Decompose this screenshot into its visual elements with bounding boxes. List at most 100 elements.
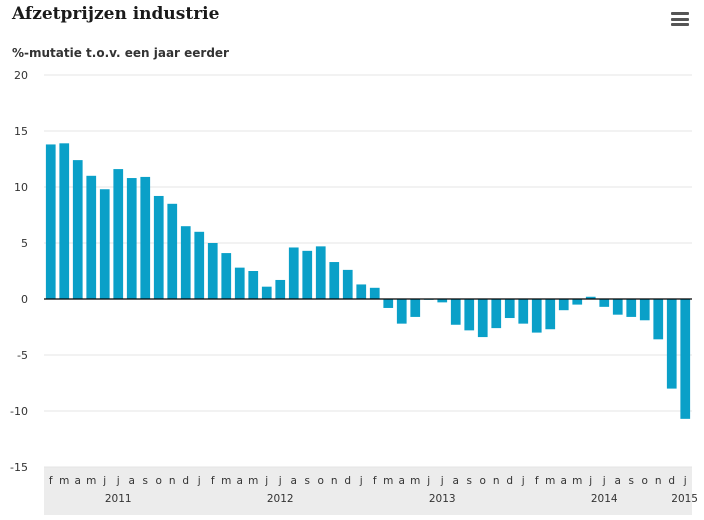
x-tick-label: d xyxy=(344,475,351,487)
x-tick-label: m xyxy=(572,475,582,487)
x-tick-label: a xyxy=(615,475,621,487)
x-tick-label: m xyxy=(383,475,393,487)
bar xyxy=(666,299,677,389)
x-tick-label: s xyxy=(143,475,148,487)
bar xyxy=(585,296,596,299)
x-tick-label: j xyxy=(197,475,201,487)
x-tick-label: n xyxy=(493,475,500,487)
bar xyxy=(167,203,178,299)
x-tick-label: a xyxy=(237,475,243,487)
x-tick-label: m xyxy=(545,475,555,487)
bar xyxy=(599,299,610,307)
x-tick-label: a xyxy=(291,475,297,487)
bar xyxy=(180,226,191,299)
x-tick-label: j xyxy=(116,475,120,487)
bar xyxy=(275,279,286,299)
x-tick-label: f xyxy=(49,475,53,487)
bar xyxy=(369,287,380,299)
x-tick-label: f xyxy=(211,475,215,487)
x-tick-label: d xyxy=(668,475,675,487)
x-tick-label: o xyxy=(318,475,324,487)
x-tick-label: j xyxy=(588,475,592,487)
y-axis-label: %-mutatie t.o.v. een jaar eerder xyxy=(12,46,229,60)
bar xyxy=(207,243,218,299)
bar xyxy=(315,246,326,299)
bar xyxy=(653,299,664,340)
bar xyxy=(261,286,272,299)
bar xyxy=(437,299,448,303)
bars xyxy=(45,143,691,419)
bar xyxy=(680,299,691,419)
bar xyxy=(45,144,56,299)
x-tick-label: a xyxy=(561,475,567,487)
x-tick-label: f xyxy=(373,475,377,487)
x-tick-label: n xyxy=(169,475,176,487)
bar xyxy=(531,299,542,333)
x-tick-label: j xyxy=(440,475,444,487)
year-label: 2011 xyxy=(105,493,132,505)
x-tick-label: d xyxy=(506,475,513,487)
y-tick-label: 0 xyxy=(21,293,28,306)
x-tick-label: s xyxy=(467,475,472,487)
bar xyxy=(626,299,637,317)
x-tick-label: j xyxy=(426,475,430,487)
x-tick-label: o xyxy=(480,475,486,487)
x-tick-label: o xyxy=(156,475,162,487)
y-tick-label: 10 xyxy=(14,181,28,194)
bar xyxy=(59,143,70,299)
bar xyxy=(504,299,515,319)
y-tick-label: -5 xyxy=(17,349,28,362)
bar xyxy=(342,269,353,299)
x-tick-label: s xyxy=(629,475,634,487)
year-label: 2013 xyxy=(429,493,456,505)
chart-title: Afzetprijzen industrie xyxy=(12,4,220,24)
year-label: 2012 xyxy=(267,493,294,505)
bar xyxy=(491,299,502,329)
bar xyxy=(153,195,164,299)
bar xyxy=(464,299,475,331)
x-tick-label: s xyxy=(305,475,310,487)
bar xyxy=(450,299,461,325)
bar xyxy=(518,299,529,324)
bar xyxy=(396,299,407,324)
bar xyxy=(140,176,151,299)
x-tick-label: j xyxy=(359,475,363,487)
x-tick-label: m xyxy=(221,475,231,487)
year-label: 2014 xyxy=(591,493,618,505)
x-tick-label: j xyxy=(521,475,525,487)
year-labels: 2011 2012 2013 2014 2015 xyxy=(105,493,698,505)
bar xyxy=(558,299,569,311)
x-tick-label: f xyxy=(535,475,539,487)
y-tick-label: 15 xyxy=(14,125,28,138)
y-tick-label: -10 xyxy=(10,405,28,418)
x-tick-label: j xyxy=(683,475,687,487)
bar xyxy=(234,267,245,299)
x-tick-label: m xyxy=(410,475,420,487)
x-tick-label: j xyxy=(602,475,606,487)
x-tick-label: n xyxy=(331,475,338,487)
bar xyxy=(86,175,97,299)
bar xyxy=(383,299,394,308)
x-tick-label: d xyxy=(182,475,189,487)
bar xyxy=(126,178,137,299)
x-tick-label: j xyxy=(264,475,268,487)
bar xyxy=(288,247,299,299)
x-tick-label: m xyxy=(248,475,258,487)
bar xyxy=(72,160,83,299)
x-tick-label: j xyxy=(278,475,282,487)
bar xyxy=(410,299,421,317)
bar xyxy=(477,299,488,338)
x-tick-label: a xyxy=(75,475,81,487)
bar xyxy=(302,250,313,299)
bar xyxy=(545,299,556,330)
x-tick-label: o xyxy=(642,475,648,487)
bar xyxy=(639,299,650,321)
bar xyxy=(113,169,124,299)
y-tick-label: 20 xyxy=(14,69,28,82)
bar xyxy=(356,284,367,299)
hamburger-menu-icon[interactable] xyxy=(671,12,689,26)
y-tick-label: -15 xyxy=(10,461,28,474)
x-axis-band xyxy=(44,467,692,515)
